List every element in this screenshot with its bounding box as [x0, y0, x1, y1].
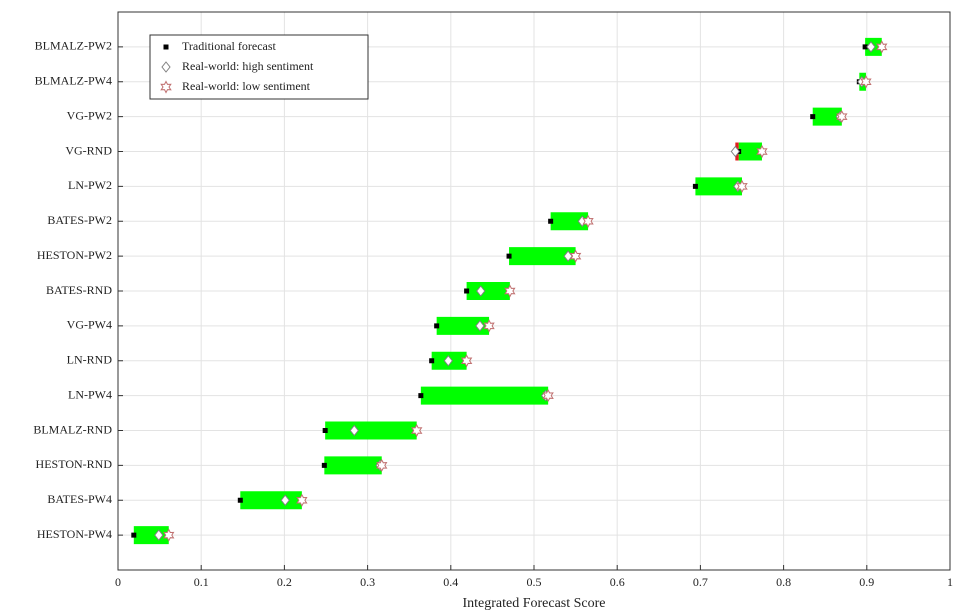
y-tick-label: BLMALZ-PW4	[35, 74, 112, 88]
x-tick-label: 1	[947, 575, 953, 589]
high-sentiment-marker	[161, 61, 171, 73]
traditional-marker	[131, 532, 137, 538]
traditional-marker	[506, 253, 512, 259]
low-sentiment-marker	[376, 458, 388, 472]
y-tick-label: VG-RND	[65, 143, 112, 157]
y-tick-label: BLMALZ-PW2	[35, 39, 112, 53]
x-tick-label: 0.1	[194, 575, 209, 589]
high-sentiment-marker	[475, 320, 485, 332]
y-tick-label: VG-PW4	[67, 318, 112, 332]
legend-box	[149, 34, 369, 100]
low-sentiment-marker	[296, 493, 308, 507]
range-bar	[436, 316, 490, 335]
x-tick-label: 0.8	[776, 575, 791, 589]
range-bar	[420, 386, 549, 405]
high-sentiment-marker	[154, 529, 164, 541]
legend-label: Real-world: high sentiment	[182, 59, 314, 73]
traditional-marker	[418, 393, 424, 399]
traditional-marker	[237, 497, 243, 503]
x-tick-label: 0.2	[277, 575, 292, 589]
high-sentiment-marker	[443, 354, 453, 367]
traditional-marker	[321, 462, 327, 468]
y-tick-label: HESTON-PW2	[37, 248, 112, 262]
range-bar	[466, 282, 510, 300]
range-bar	[324, 456, 382, 475]
traditional-marker	[810, 114, 816, 120]
y-tick-label: LN-RND	[67, 353, 113, 367]
low-sentiment-marker	[836, 110, 848, 124]
plot-frame	[117, 11, 951, 571]
low-sentiment-marker	[460, 354, 473, 368]
traditional-marker	[429, 358, 435, 364]
high-sentiment-marker	[349, 424, 359, 437]
low-sentiment-marker	[542, 389, 554, 403]
high-sentiment-marker	[730, 145, 740, 158]
traditional-marker	[862, 44, 868, 50]
y-tick-label: BATES-RND	[46, 283, 112, 297]
high-sentiment-marker	[476, 285, 486, 297]
high-sentiment-marker	[280, 494, 290, 507]
x-tick-label: 0.7	[693, 575, 708, 589]
y-tick-label: HESTON-PW4	[37, 527, 112, 541]
x-tick-label: 0.4	[443, 575, 458, 589]
high-sentiment-marker	[563, 250, 573, 262]
low-sentiment-marker	[876, 40, 888, 54]
low-sentiment-marker	[163, 528, 175, 542]
high-sentiment-marker	[866, 41, 876, 53]
range-bar	[550, 212, 589, 231]
y-tick-label: BLMALZ-RND	[33, 422, 112, 436]
range-bar	[812, 107, 842, 126]
traditional-marker	[692, 183, 698, 189]
legend: Traditional forecast Real-world: high sen…	[149, 34, 369, 100]
y-tick-label: LN-PW4	[68, 387, 112, 401]
traditional-marker	[548, 218, 554, 224]
x-tick-label: 0	[115, 575, 121, 589]
range-bar	[738, 142, 762, 161]
low-sentiment-marker	[504, 284, 516, 298]
traditional-marker	[434, 323, 440, 329]
x-tick-label: 0.3	[360, 575, 375, 589]
low-sentiment-marker	[569, 249, 582, 263]
range-bar	[133, 526, 169, 545]
low-sentiment-marker	[160, 80, 172, 94]
y-tick-label: VG-PW2	[67, 108, 112, 122]
legend-label: Traditional forecast	[182, 39, 277, 53]
low-sentiment-marker	[483, 319, 495, 333]
x-tick-label: 0.9	[859, 575, 874, 589]
low-sentiment-marker	[582, 214, 594, 228]
y-tick-label: HESTON-RND	[36, 457, 113, 471]
traditional-marker	[322, 428, 328, 433]
traditional-marker	[163, 44, 169, 50]
low-sentiment-marker	[756, 144, 768, 159]
range-bar	[325, 421, 417, 440]
low-sentiment-marker	[736, 179, 748, 193]
low-sentiment-marker	[860, 75, 872, 89]
x-tick-label: 0.6	[610, 575, 625, 589]
range-bar	[509, 247, 576, 266]
traditional-marker	[464, 288, 470, 294]
range-bar	[240, 491, 302, 510]
range-bar	[695, 177, 742, 196]
x-axis-label: Integrated Forecast Score	[462, 596, 605, 611]
y-tick-label: LN-PW2	[68, 178, 112, 192]
low-sentiment-marker	[410, 423, 423, 438]
y-tick-label: BATES-PW2	[47, 213, 112, 227]
legend-label: Real-world: low sentiment	[182, 79, 311, 93]
y-tick-label: BATES-PW4	[47, 492, 112, 506]
x-tick-label: 0.5	[527, 575, 542, 589]
